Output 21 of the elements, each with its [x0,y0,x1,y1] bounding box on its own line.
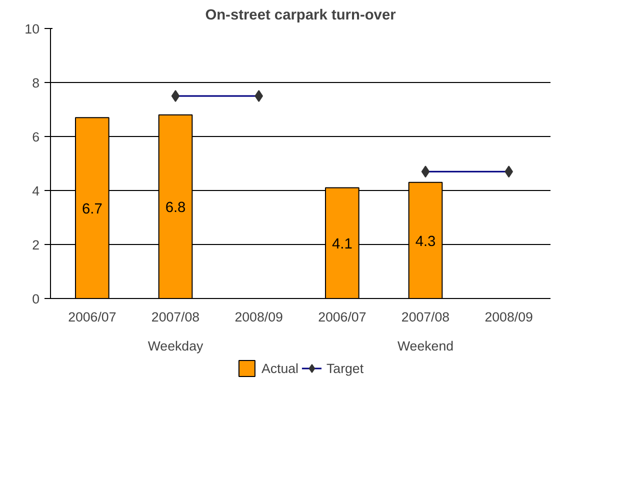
y-tick-label: 4 [32,184,40,198]
y-tick-label: 2 [32,238,40,252]
chart-title: On-street carpark turn-over [205,8,396,24]
y-tick-label: 10 [24,22,40,36]
x-tick-label: 2007/08 [151,310,200,324]
data-label: 6.8 [165,200,186,216]
y-tick-label: 6 [32,130,40,144]
legend-label: Actual [261,360,298,376]
y-tick-label: 0 [32,292,40,306]
x-tick-label: 2006/07 [68,310,116,324]
x-tick-label: 2006/07 [318,310,366,324]
data-label: 6.7 [82,202,102,218]
x-tick-label: 2008/09 [234,310,283,324]
data-label: 4.1 [332,236,352,253]
x-tick-label: 2008/09 [484,310,533,324]
text: Weekend [397,338,454,354]
data-label: 4.3 [415,234,436,250]
y-tick-label: 8 [32,76,40,90]
text: Weekday [148,338,204,354]
legend-label: Target [326,360,364,376]
x-tick-label: 2007/08 [401,310,450,324]
